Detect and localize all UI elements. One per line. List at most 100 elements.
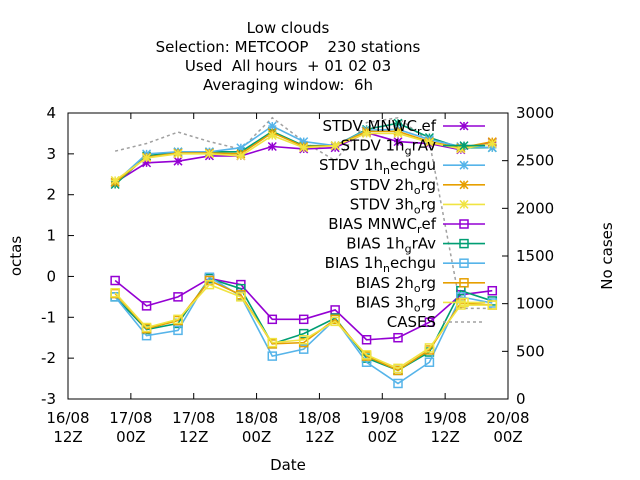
legend-label: STDV 2horg [350, 176, 436, 197]
data-point [204, 149, 214, 159]
x-axis-label: Date [270, 456, 306, 474]
legend-label-sub: o [414, 282, 421, 295]
y2-tick-label: 1000 [516, 295, 554, 313]
data-point [299, 143, 309, 153]
x-tick-label-date: 16/08 [46, 409, 89, 427]
series-line [114, 277, 493, 341]
legend-label-rest: rg [421, 274, 436, 292]
legend-label-main: BIAS MNWC [328, 215, 417, 233]
data-point [393, 378, 403, 389]
chart-title-block: Low clouds Selection: METCOOP 230 statio… [156, 19, 421, 94]
legend-label-rest: rg [421, 293, 436, 311]
x-tick-label-hour: 00Z [116, 428, 145, 446]
data-point [393, 363, 403, 374]
legend-label-main: BIAS 3h [356, 293, 414, 311]
data-point [330, 316, 340, 327]
legend-entry: STDV 1hgrAv [341, 137, 485, 158]
data-point [487, 285, 498, 296]
data-point [142, 153, 152, 163]
legend-entry: STDV 2horg [350, 176, 485, 197]
data-point [361, 350, 372, 360]
legend-label-sub: g [405, 145, 412, 158]
y2-tick-label: 1500 [516, 247, 554, 265]
y-axis-label: octas [7, 236, 25, 276]
data-point [267, 130, 277, 141]
y2-axis-label: No cases [598, 222, 616, 290]
legend-label-sub: o [414, 184, 421, 197]
legend-label-sub: n [383, 164, 390, 177]
legend-label-main: STDV MNWC [322, 117, 416, 135]
legend-label: BIAS 2horg [356, 274, 437, 295]
data-point [173, 292, 183, 302]
legend-label: BIAS MNWCref [328, 215, 436, 236]
legend-label-sub: n [383, 262, 390, 275]
data-point [110, 288, 120, 298]
x-tick-label-hour: 12Z [53, 428, 82, 446]
x-tick-label-hour: 12Z [430, 428, 459, 446]
data-point [298, 314, 309, 325]
legend-label-main: CASES [387, 313, 436, 331]
chart-title: Low clouds [247, 19, 330, 37]
legend-label-sub: r [417, 125, 422, 138]
data-point [393, 332, 403, 343]
legend-label-rest: rAv [412, 235, 437, 253]
x-tick-label-hour: 12Z [179, 428, 208, 446]
data-point [362, 128, 372, 138]
data-point [330, 141, 340, 151]
x-tick-label-date: 20/08 [486, 409, 529, 427]
legend-entry: BIAS MNWCref [328, 215, 485, 236]
legend-label: STDV 3horg [350, 195, 436, 216]
plot-frame [67, 112, 509, 400]
x-tick-label-date: 17/08 [172, 409, 215, 427]
legend-label: CASES [387, 313, 436, 331]
data-point [361, 335, 372, 345]
series-line [114, 283, 493, 370]
legend-label-main: STDV 1h [341, 137, 405, 155]
legend-label-rest: rAv [412, 137, 437, 155]
x-tick-label-hour: 00Z [242, 428, 271, 446]
x-tick-label-hour: 00Z [368, 428, 397, 446]
x-tick-label-date: 18/08 [298, 409, 341, 427]
x-tick-label-date: 19/08 [424, 409, 467, 427]
legend-label-sub: o [414, 203, 421, 216]
y-tick-label: 4 [46, 104, 56, 122]
legend-entry: CASES [387, 313, 485, 331]
legend-label-main: STDV 3h [350, 195, 414, 213]
legend-label-sub: r [417, 223, 422, 236]
chart-subtitle-used: Used All hours + 01 02 03 [185, 57, 391, 75]
y2-tick-label: 2000 [516, 199, 554, 217]
data-point [141, 301, 152, 311]
legend-label: STDV 1hgrAv [341, 137, 437, 158]
y2-tick-label: 0 [516, 390, 526, 408]
legend-label-rest: ef [421, 215, 436, 233]
y-tick-label: 3 [46, 145, 56, 163]
legend-label: STDV MNWCref [322, 117, 436, 138]
plot-area [110, 116, 498, 389]
data-point [393, 137, 403, 147]
chart-subtitle-selection: Selection: METCOOP 230 stations [156, 38, 421, 56]
series-bias-3h-org [110, 279, 498, 374]
series-stdv-3h-org [110, 128, 497, 185]
legend-swatch-marker [459, 180, 469, 190]
data-point [173, 325, 183, 336]
legend-label: BIAS 1hgrAv [346, 235, 436, 256]
legend-entry: STDV MNWCref [322, 117, 485, 138]
legend-swatch-marker [459, 121, 469, 131]
data-point [267, 314, 278, 325]
legend-label-rest: echgu [390, 156, 436, 174]
data-point [424, 357, 435, 367]
data-point [298, 344, 309, 354]
data-point [298, 328, 309, 339]
legend-swatch-marker [459, 258, 469, 268]
x-tick-label-hour: 12Z [305, 428, 334, 446]
legend-label-rest: rg [421, 195, 436, 213]
legend-swatch-marker [459, 199, 469, 209]
y-tick-label: -2 [41, 349, 56, 367]
y2-tick-label: 3000 [516, 104, 554, 122]
legend-entry: BIAS 1hnechgu [325, 254, 485, 275]
y2-tick-label: 2500 [516, 152, 554, 170]
series-stdv-mnwc-ref [110, 128, 497, 187]
legend-label-main: STDV 1h [319, 156, 383, 174]
